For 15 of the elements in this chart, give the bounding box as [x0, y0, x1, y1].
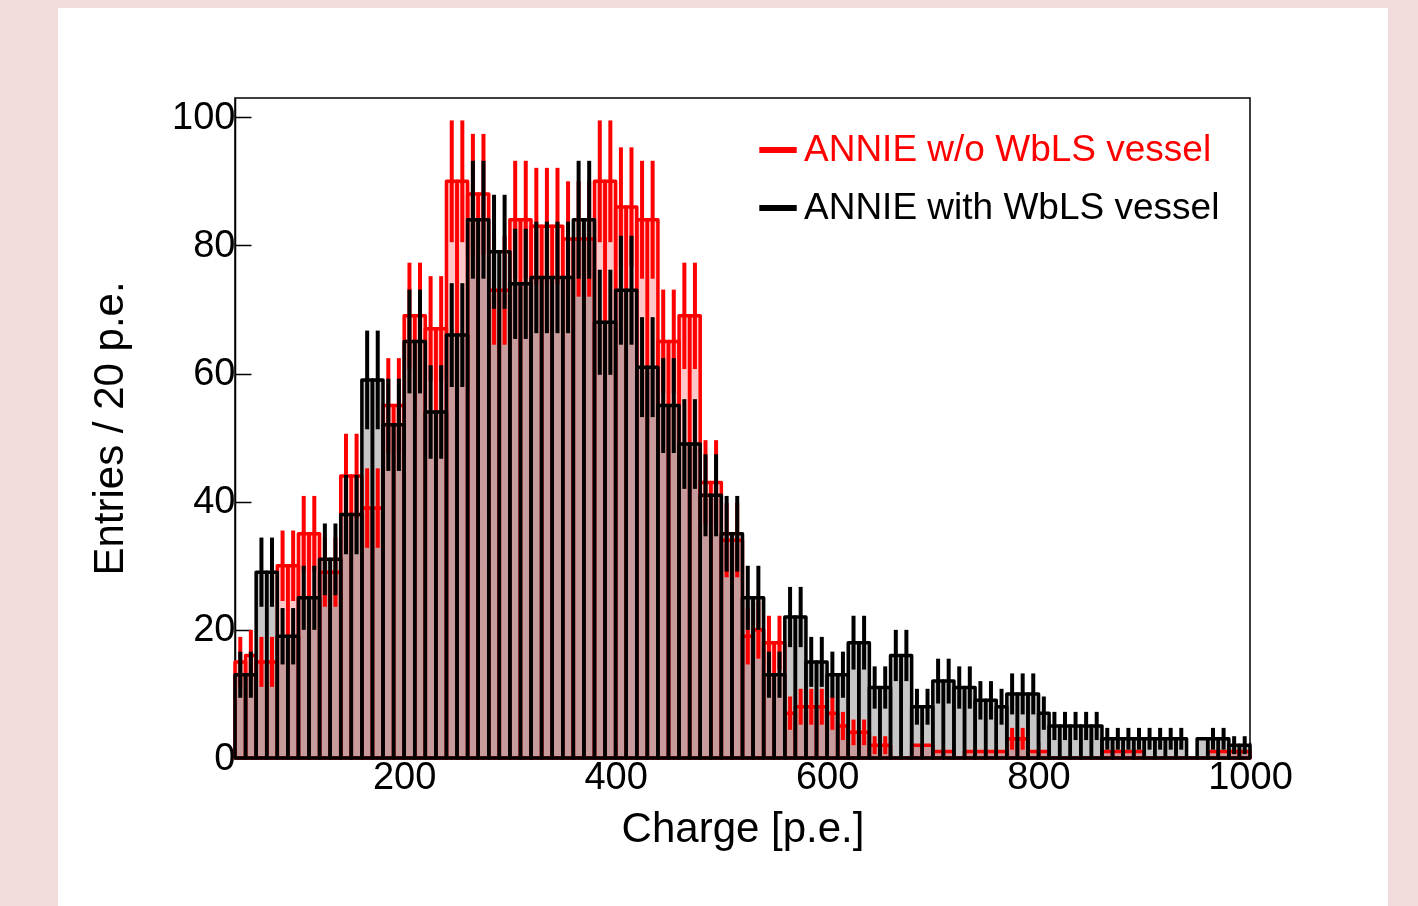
y-tick-label: 0	[214, 735, 236, 778]
x-tick-label: 600	[795, 754, 860, 797]
y-axis-title: Entries / 20 p.e.	[85, 281, 133, 576]
x-axis-title: Charge [p.e.]	[621, 803, 865, 851]
y-tick-label: 20	[193, 607, 236, 650]
x-tick-label: 200	[372, 754, 437, 797]
x-tick-label: 400	[584, 754, 648, 797]
x-tick-label: 1000	[1208, 754, 1293, 797]
x-tick-label: 800	[1007, 754, 1071, 797]
legend-label: ANNIE w/o WbLS vessel	[804, 128, 1212, 169]
y-tick-label: 60	[193, 351, 236, 394]
y-tick-label: 80	[193, 222, 236, 265]
y-tick-label: 40	[193, 479, 236, 522]
y-tick-label: 100	[172, 94, 236, 137]
legend-label: ANNIE with WbLS vessel	[804, 186, 1220, 227]
